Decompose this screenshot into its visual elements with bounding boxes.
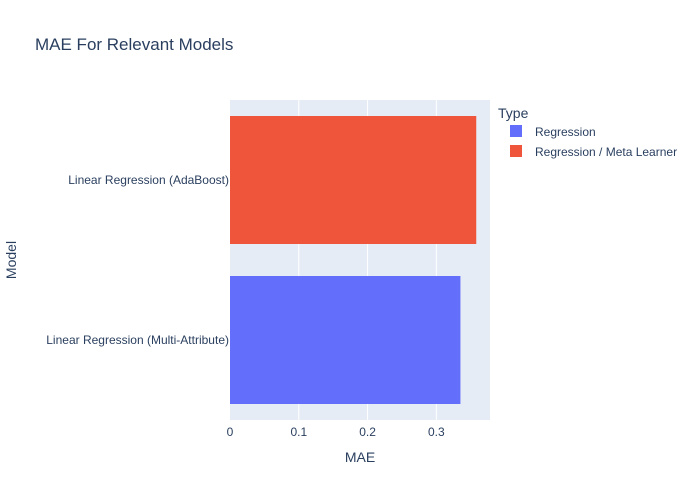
chart-title: MAE For Relevant Models: [35, 35, 233, 54]
bar: [230, 116, 477, 244]
y-tick-label: Linear Regression (AdaBoost): [68, 173, 229, 187]
x-tick-label: 0: [227, 425, 234, 439]
y-axis-ticks: Linear Regression (Multi-Attribute) Linea…: [46, 173, 229, 347]
bars: [230, 116, 477, 404]
legend: Type Regression Regression / Meta Learner: [498, 105, 677, 159]
legend-entry: Regression: [535, 125, 596, 139]
bar: [230, 276, 461, 404]
legend-swatch: [510, 145, 522, 157]
x-tick-label: 0.3: [428, 425, 445, 439]
legend-title: Type: [498, 105, 529, 121]
y-axis-title: Model: [3, 241, 19, 279]
x-axis-ticks: 0 0.1 0.2 0.3: [227, 425, 445, 439]
legend-swatch: [510, 125, 522, 137]
legend-entry: Regression / Meta Learner: [535, 145, 677, 159]
y-tick-label: Linear Regression (Multi-Attribute): [46, 333, 229, 347]
x-tick-label: 0.1: [290, 425, 307, 439]
x-tick-label: 0.2: [359, 425, 376, 439]
x-axis-title: MAE: [345, 449, 375, 465]
